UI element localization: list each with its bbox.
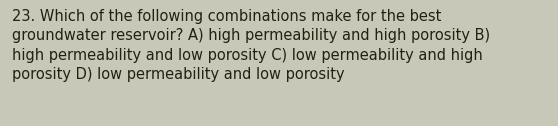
Text: 23. Which of the following combinations make for the best
groundwater reservoir?: 23. Which of the following combinations … — [12, 9, 490, 83]
